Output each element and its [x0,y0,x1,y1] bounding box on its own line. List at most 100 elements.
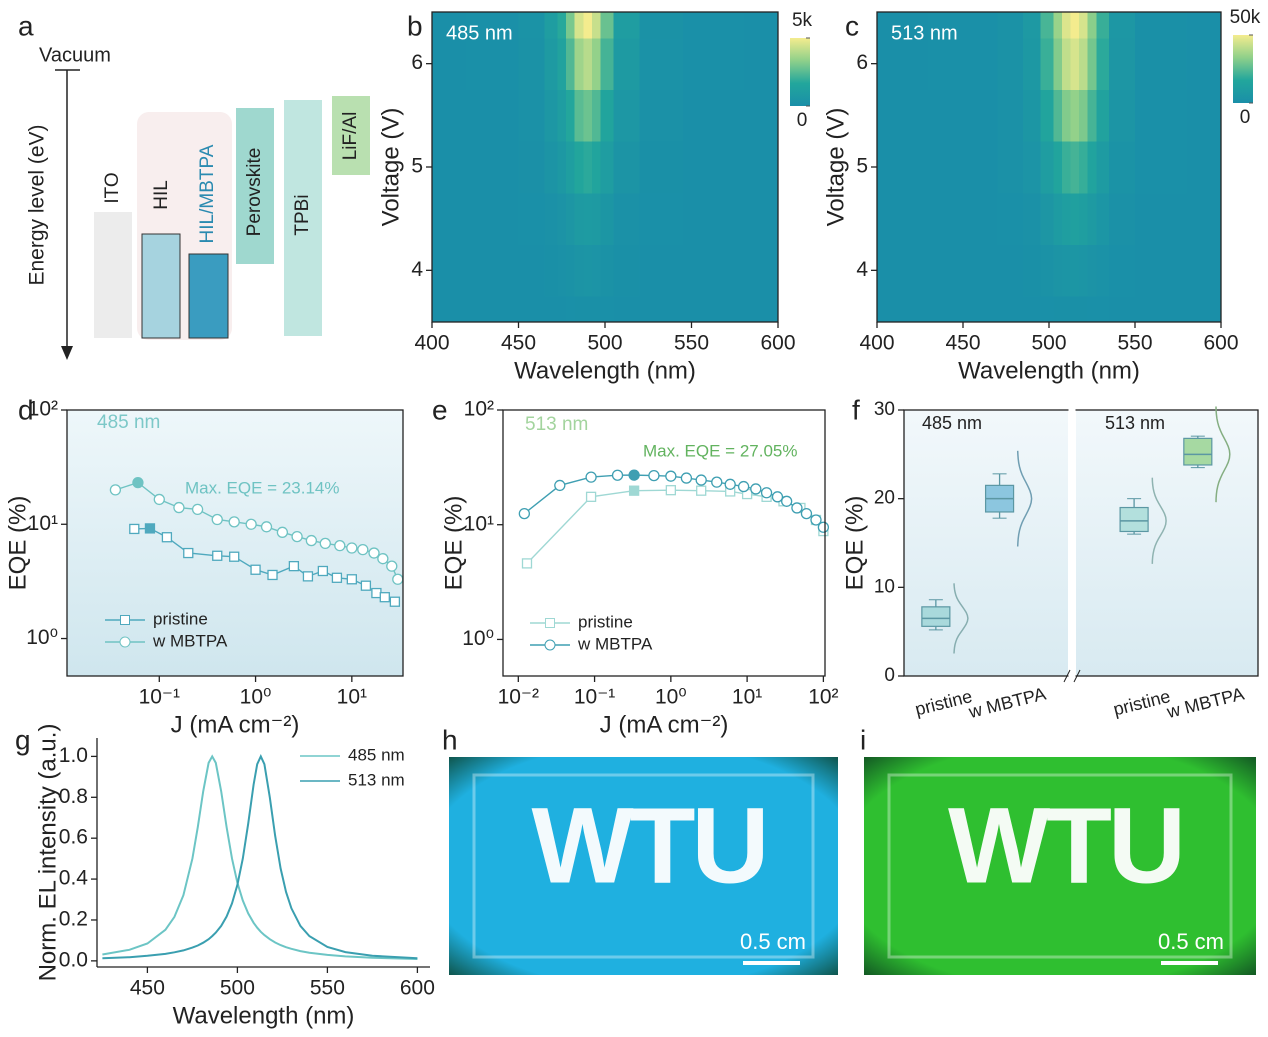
y-axis-label: EQE (%) [4,496,31,591]
legend-label: pristine [578,612,633,631]
heatmap-cell [1070,244,1080,297]
heatmap-cell [566,141,576,194]
y-tick-label: 30 [874,399,895,420]
x-tick-label: 600 [400,977,435,1000]
photo [864,757,1256,975]
heatmap-cell [518,12,545,39]
marker [791,502,803,514]
x-tick-label: 550 [674,332,709,355]
heatmap-cell [557,244,567,297]
x-tick-label: 10¹ [337,686,367,709]
plot-frame [903,409,1259,677]
marker [371,587,382,599]
heatmap-cell [997,296,1024,323]
y-tick-label: 10¹ [464,512,494,535]
marker [161,532,173,543]
x-tick-label: 450 [501,332,536,355]
marker [191,503,204,516]
heatmap-cell [1096,141,1110,194]
heatmap-cell [518,192,545,245]
heatmap-cell [877,37,930,90]
heatmap-cell [682,141,744,194]
heatmap-cell [1096,37,1110,90]
heatmap-cell [544,296,558,323]
heatmap-cell [613,37,641,90]
marker [228,516,240,528]
heatmap-cell [1079,244,1089,297]
heatmap-cell [1096,12,1110,39]
heatmap-cell [1070,192,1080,245]
heatmap-cell [466,296,519,323]
marker [585,471,597,483]
marker [648,469,660,482]
heatmap-cell [574,141,584,194]
colorbar-label: 5k [792,10,813,31]
heatmap-cell [566,37,576,90]
photo [449,757,838,975]
heatmap-cell [600,296,615,323]
y-tick-label: 6 [856,51,868,74]
panel-annotation: 485 nm [97,412,160,433]
marker [250,564,261,575]
x-axis-label: Wavelength (nm) [514,357,696,384]
marker [173,501,185,514]
heatmap-cell [877,89,930,142]
heatmap-cell [613,244,641,297]
heatmap-cell [1061,141,1071,194]
plot-frame [876,11,1222,323]
heatmap-cell [1070,89,1080,142]
heatmap-cell [1079,296,1089,323]
heatmap-cell [566,244,576,297]
x-tick-label: 450 [130,977,165,1000]
heatmap-cell [613,141,641,194]
logo-text: WTU [948,785,1182,906]
x-tick-label: 400 [859,332,894,355]
heatmap-cell [1079,37,1089,90]
heatmap-cell [877,296,930,323]
marker [611,469,624,481]
heatmap-cell [1023,37,1041,90]
y-tick-label: 0.4 [59,867,89,890]
layer-hil-mbtpa [188,253,229,339]
y-tick-label: 4 [856,258,868,281]
heatmap-cell [1070,12,1080,39]
y-tick-label: 0.8 [59,785,88,808]
marker [695,474,707,486]
heatmap-cell [432,141,468,194]
legend-marker [119,636,131,648]
vacuum-label: Vacuum [39,44,111,66]
panel-letter: f [852,394,860,425]
x-tick-label: 500 [220,977,255,1000]
heatmap-cell [613,296,641,323]
y-tick-label: 0 [884,665,895,686]
layer-label: Perovskite [244,148,265,237]
marker [760,487,773,499]
heatmap-cell [592,296,602,323]
marker [144,523,156,534]
colorbar-label: 50k [1230,7,1261,28]
heatmap-cell [928,296,998,323]
heatmap-cell [1087,244,1097,297]
heatmap-cell [1040,244,1054,297]
heatmap-cell [1109,141,1136,194]
heatmap-cell [639,37,684,90]
marker [334,539,346,552]
legend-marker [545,618,555,628]
marker [817,521,830,533]
marker [183,547,194,559]
box [1183,437,1213,466]
heatmap-cell [1135,12,1188,39]
marker [360,580,372,591]
x-tick-label: 600 [1203,332,1238,355]
heatmap-cell [1061,12,1071,39]
heatmap-cell [432,244,468,297]
y-axis-label: Voltage (V) [377,108,404,227]
heatmap-cell [1053,12,1063,39]
marker [291,530,303,543]
y-axis-label: Voltage (V) [822,108,849,227]
legend-label: pristine [153,609,208,628]
heatmap-cell [1040,89,1054,142]
heatmap-cell [877,12,930,39]
substrate-edge [472,773,815,959]
